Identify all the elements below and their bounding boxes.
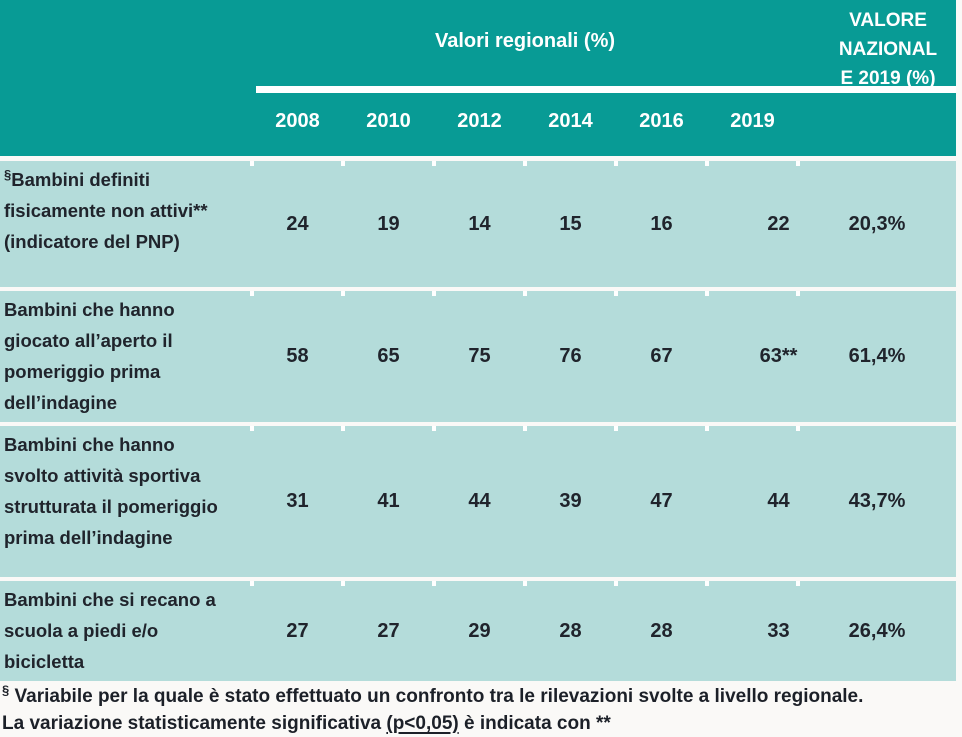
national-value-cell: 20,3% <box>796 161 956 287</box>
value-cell: 31 <box>250 426 343 577</box>
year-header-2010: 2010 <box>366 110 411 132</box>
footnote-text: Variabile per la quale è stato effettuat… <box>9 686 864 707</box>
row-label-text: Bambini che si recano a scuola a piedi e… <box>4 589 216 672</box>
year-header-2019: 2019 <box>730 110 775 132</box>
value-cell: 44 <box>705 426 798 577</box>
value-cell: 22 <box>705 161 798 287</box>
value-cell: 44 <box>432 426 525 577</box>
national-title-line: E 2019 (%) <box>840 68 936 89</box>
footnote-line-2: La variazione statisticamente significat… <box>2 710 956 737</box>
year-header-2014: 2014 <box>548 110 593 132</box>
national-title-line: NAZIONAL <box>838 39 938 60</box>
value-cell: 33 <box>705 581 798 681</box>
table-body: §Bambini definiti fisicamente non attivi… <box>0 161 956 681</box>
year-header-row: 2008 2010 2012 2014 2016 2019 <box>252 110 798 133</box>
row-label: Bambini che hanno giocato all’aperto il … <box>0 291 252 422</box>
value-cell: 28 <box>614 581 707 681</box>
value-cell: 67 <box>614 291 707 422</box>
national-value-cell: 61,4% <box>796 291 956 422</box>
value-cell: 27 <box>250 581 343 681</box>
table-header: Valori regionali (%) VALORE NAZIONAL E 2… <box>0 0 956 156</box>
table-footnotes: § Variabile per la quale è stato effettu… <box>0 681 956 737</box>
row-label-text: Bambini definiti fisicamente non attivi*… <box>4 169 208 252</box>
section-marker: § <box>2 682 10 698</box>
row-label: §Bambini definiti fisicamente non attivi… <box>0 161 252 287</box>
section-marker: § <box>4 166 12 182</box>
table-row: §Bambini definiti fisicamente non attivi… <box>0 161 956 287</box>
value-cell: 75 <box>432 291 525 422</box>
national-value-cell: 43,7% <box>796 426 956 577</box>
value-cell: 14 <box>432 161 525 287</box>
value-cell: 63** <box>705 291 798 422</box>
value-cell: 28 <box>523 581 616 681</box>
value-cell: 24 <box>250 161 343 287</box>
regional-values-title: Valori regionali (%) <box>434 30 616 52</box>
value-cell: 19 <box>341 161 434 287</box>
table-row: Bambini che si recano a scuola a piedi e… <box>0 581 956 681</box>
footnote-underlined-text: (p<0,05) <box>386 713 459 734</box>
national-value-column-header: VALORE NAZIONAL E 2019 (%) <box>822 6 954 93</box>
year-header-2016: 2016 <box>639 110 684 132</box>
row-label-text: Bambini che hanno svolto attività sporti… <box>4 434 218 548</box>
national-value-cell: 26,4% <box>796 581 956 681</box>
footnote-text: La variazione statisticamente significat… <box>2 713 387 734</box>
value-cell: 58 <box>250 291 343 422</box>
table-row: Bambini che hanno giocato all’aperto il … <box>0 291 956 422</box>
footnote-text: è indicata con ** <box>458 713 611 734</box>
row-label-text: Bambini che hanno giocato all’aperto il … <box>4 299 175 413</box>
value-cell: 65 <box>341 291 434 422</box>
row-label: Bambini che hanno svolto attività sporti… <box>0 426 252 577</box>
row-label: Bambini che si recano a scuola a piedi e… <box>0 581 252 681</box>
table-row: Bambini che hanno svolto attività sporti… <box>0 426 956 577</box>
value-cell: 76 <box>523 291 616 422</box>
national-title-line: VALORE <box>849 10 927 31</box>
value-cell: 39 <box>523 426 616 577</box>
year-header-2008: 2008 <box>275 110 320 132</box>
value-cell: 41 <box>341 426 434 577</box>
header-divider-line <box>256 86 956 93</box>
footnote-line-1: § Variabile per la quale è stato effettu… <box>2 683 956 710</box>
value-cell: 15 <box>523 161 616 287</box>
value-cell: 47 <box>614 426 707 577</box>
value-cell: 16 <box>614 161 707 287</box>
value-cell: 27 <box>341 581 434 681</box>
value-cell: 29 <box>432 581 525 681</box>
year-header-2012: 2012 <box>457 110 502 132</box>
